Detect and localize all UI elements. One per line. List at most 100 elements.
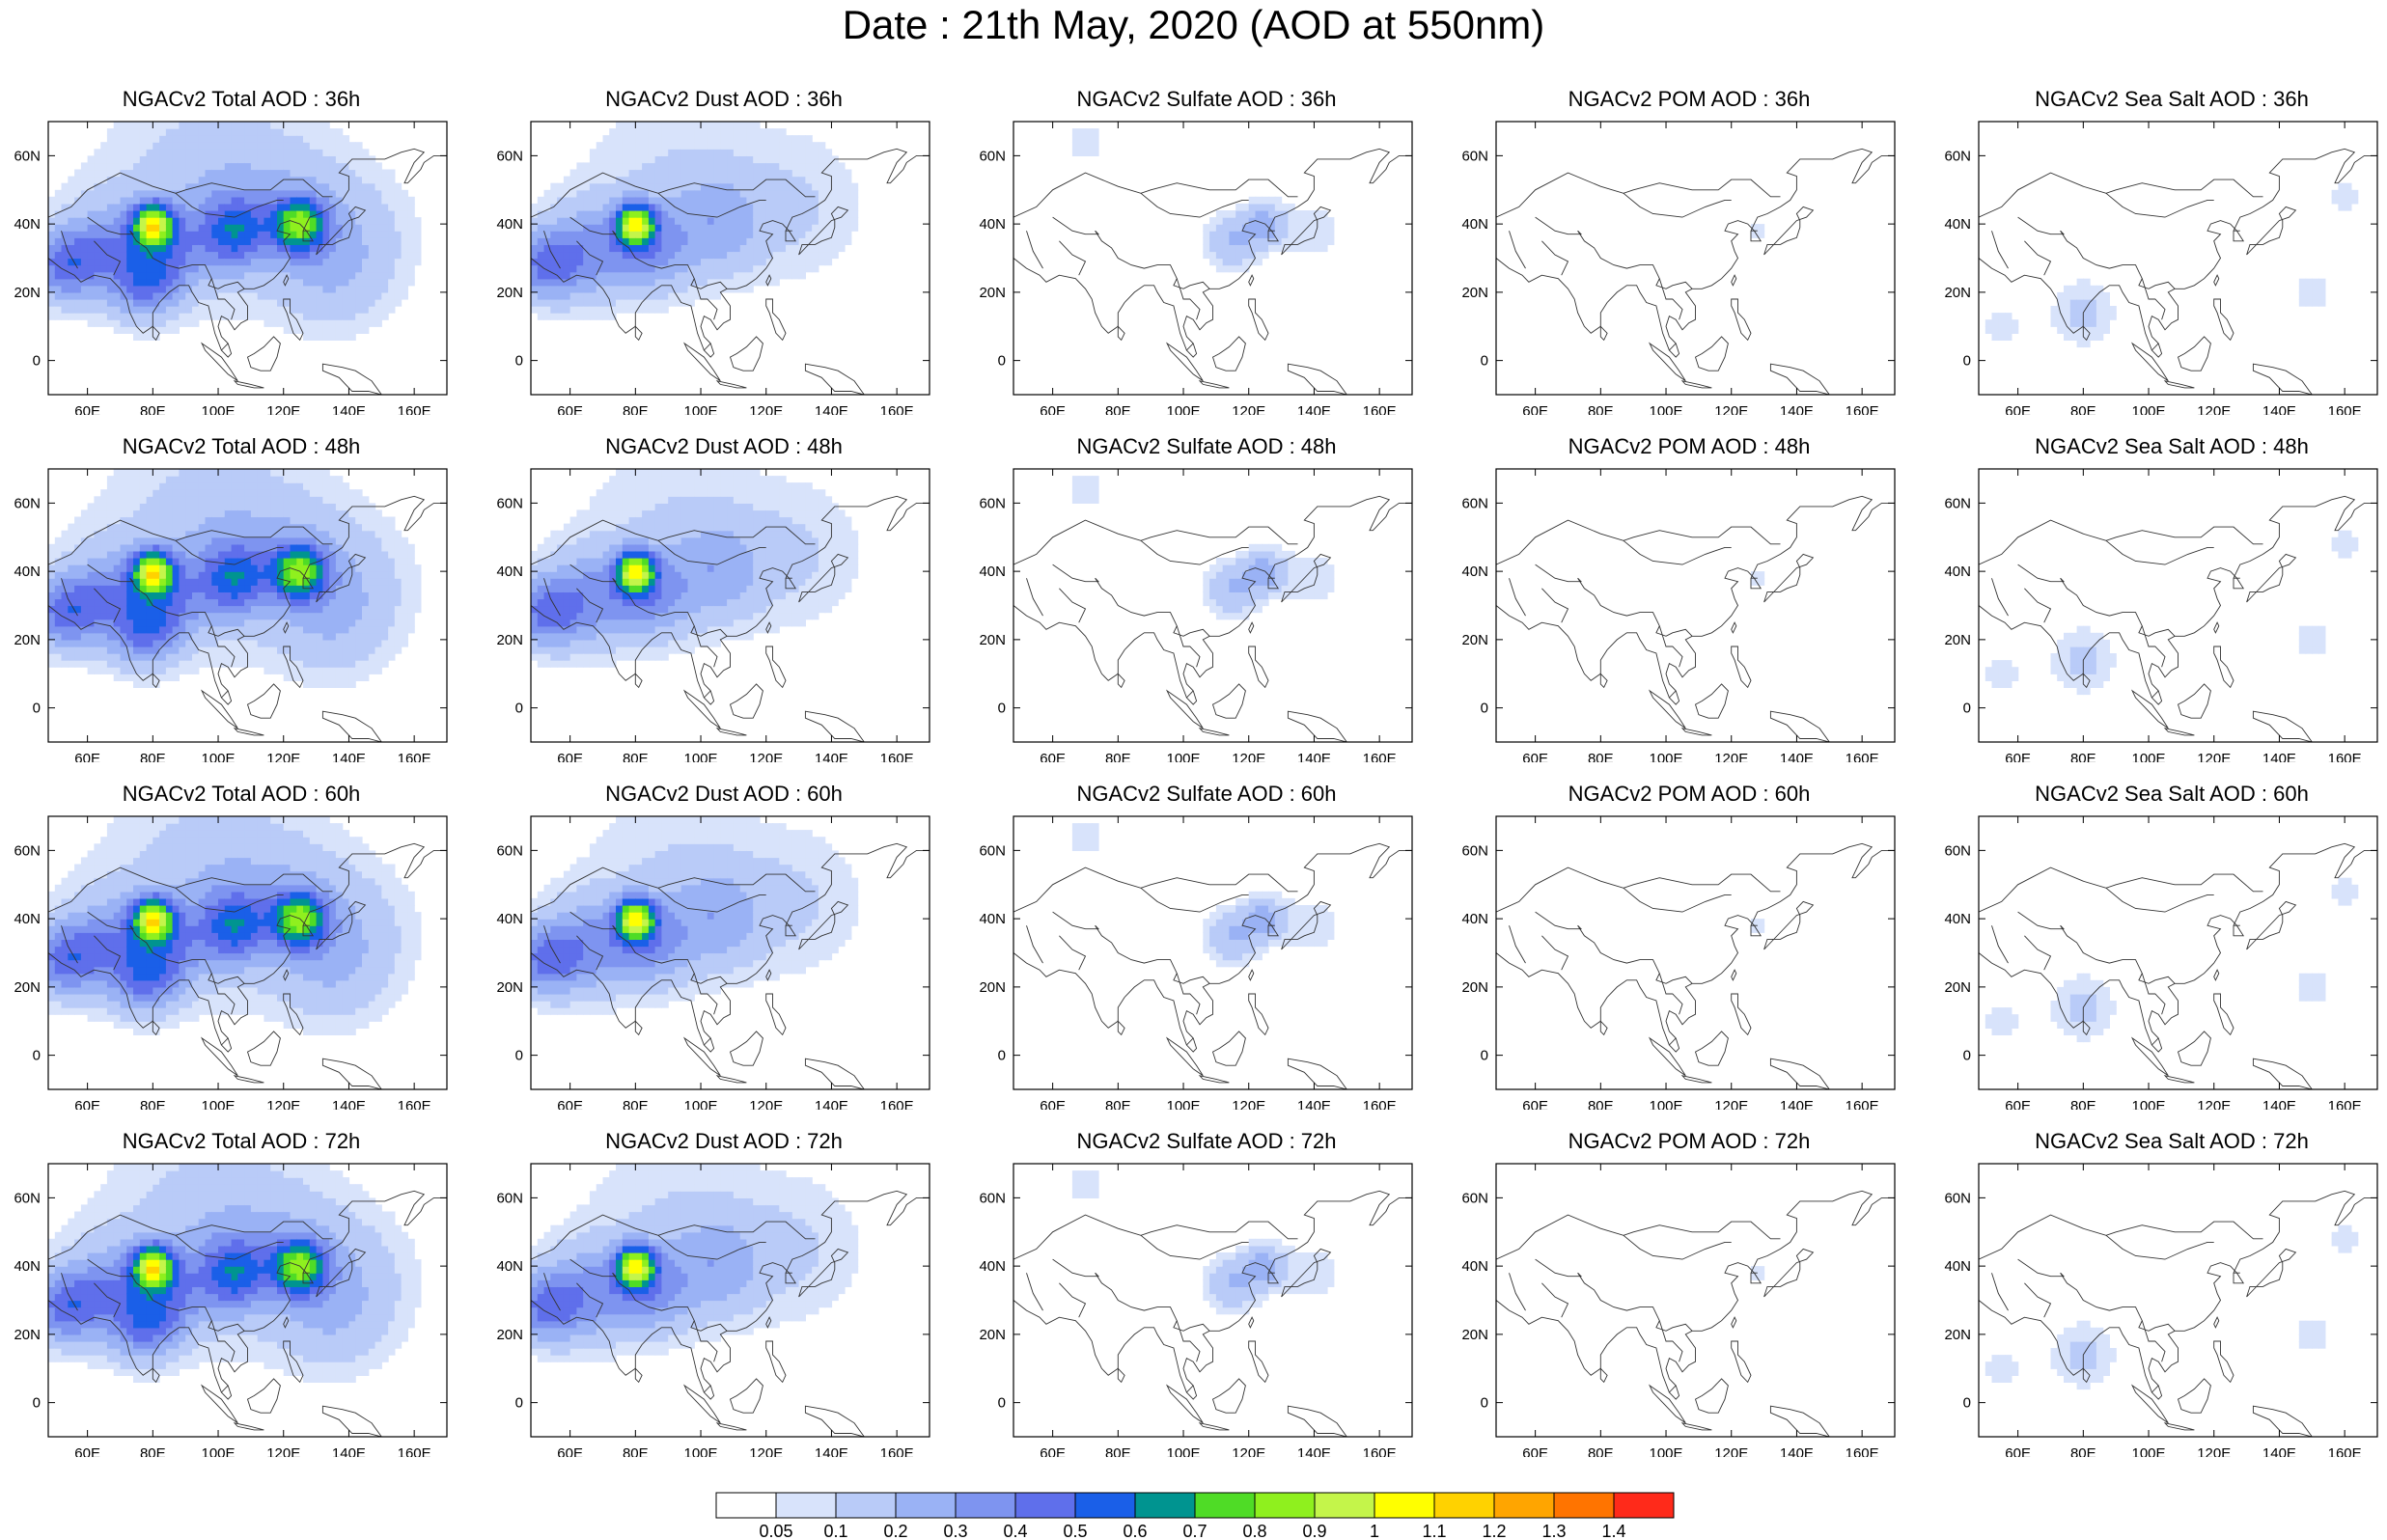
aod-cell	[250, 182, 259, 191]
aod-cell	[179, 169, 186, 178]
aod-cell	[596, 189, 604, 198]
aod-cell	[602, 169, 610, 178]
aod-cell	[146, 503, 153, 511]
aod-cell	[772, 210, 780, 218]
aod-cell	[106, 231, 115, 238]
aod-cell	[694, 258, 702, 266]
java-coastline	[233, 728, 264, 736]
aod-cell	[120, 674, 127, 681]
aod-cell	[791, 142, 800, 150]
aod-cell	[394, 558, 402, 565]
aod-cell	[368, 189, 376, 198]
aod-cell	[237, 258, 245, 266]
aod-cell	[550, 605, 558, 614]
aod-cell	[805, 237, 813, 245]
aod-cell	[290, 264, 297, 273]
aod-cell	[153, 258, 160, 266]
aod-cell	[316, 258, 323, 266]
aod-cell	[198, 476, 207, 483]
aod-cell	[602, 210, 610, 218]
aod-cell	[205, 189, 212, 198]
aod-cell	[687, 155, 695, 164]
aod-cell	[250, 509, 259, 518]
aod-cell	[322, 503, 330, 511]
aod-cell	[100, 530, 108, 538]
aod-cell	[205, 313, 212, 320]
aod-cell	[635, 142, 643, 150]
aod-cell	[675, 196, 682, 205]
aod-cell	[218, 585, 226, 592]
aod-cell	[224, 291, 233, 300]
aod-cell	[257, 578, 265, 586]
aod-cell	[205, 639, 212, 647]
aod-cell	[126, 244, 134, 253]
aod-cell	[727, 271, 735, 280]
aod-cell	[720, 278, 728, 287]
aod-cell	[205, 489, 212, 497]
aod-cell	[596, 203, 604, 211]
aod-cell	[139, 558, 148, 565]
aod-cell	[303, 264, 311, 273]
aod-cell	[675, 142, 682, 150]
java-coastline	[1198, 380, 1230, 389]
aod-cell	[707, 224, 715, 232]
aod-cell	[283, 509, 291, 518]
aod-cell	[192, 509, 200, 518]
aod-cell	[531, 564, 539, 572]
aod-cell	[231, 291, 238, 300]
aod-cell	[316, 291, 323, 300]
aod-cell	[218, 469, 226, 477]
aod-cell	[786, 189, 793, 198]
aod-cell	[153, 646, 160, 654]
aod-cell	[355, 489, 363, 497]
aod-cell	[244, 503, 252, 511]
aod-cell	[139, 550, 148, 559]
aod-cell	[139, 196, 148, 205]
aod-cell	[218, 217, 226, 225]
aod-cell	[205, 605, 212, 614]
aod-cell	[388, 550, 396, 559]
aod-cell	[290, 210, 297, 218]
aod-cell	[309, 469, 318, 477]
aod-cell	[257, 149, 265, 156]
aod-cell	[329, 639, 337, 647]
aod-cell	[165, 196, 174, 205]
aod-cell	[113, 503, 122, 511]
aod-cell	[113, 251, 122, 260]
aod-cell	[707, 176, 715, 184]
aod-cell	[760, 237, 767, 245]
aod-cell	[100, 585, 108, 592]
aod-cell	[622, 258, 630, 266]
aod-cell	[120, 251, 127, 260]
lat-tick-label: 60N	[979, 148, 1006, 164]
aod-cell	[727, 278, 735, 287]
aod-cell	[264, 619, 271, 627]
aod-cell	[309, 224, 318, 232]
aod-cell	[786, 169, 793, 178]
aod-cell	[270, 224, 278, 232]
aod-cell	[250, 612, 259, 620]
aod-cell	[205, 237, 212, 245]
aod-cell	[250, 237, 259, 245]
aod-cell	[185, 189, 193, 198]
aod-cell	[733, 176, 741, 184]
aod-cell	[237, 291, 245, 300]
aod-cell	[661, 251, 669, 260]
aod-cell	[179, 285, 186, 293]
aod-cell	[87, 550, 95, 559]
aod-cell	[779, 251, 787, 260]
aod-cell	[296, 469, 304, 477]
aod-cell	[198, 196, 207, 205]
aod-cell	[172, 598, 180, 607]
aod-cell	[185, 585, 193, 592]
aod-cell	[250, 155, 259, 164]
aod-cell	[198, 182, 207, 191]
aod-cell	[126, 122, 134, 129]
country-border	[2024, 240, 2052, 276]
aod-cell	[100, 299, 108, 307]
aod-cell	[824, 182, 833, 191]
aod-cell	[537, 291, 545, 300]
aod-cell	[675, 210, 682, 218]
aod-cell	[1248, 196, 1257, 205]
lon-tick-label: 120E	[266, 751, 300, 762]
